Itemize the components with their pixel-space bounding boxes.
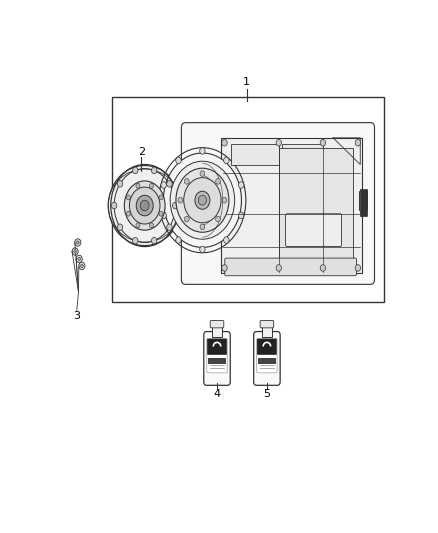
Circle shape bbox=[184, 216, 189, 222]
FancyBboxPatch shape bbox=[260, 320, 274, 328]
Circle shape bbox=[140, 200, 149, 211]
Circle shape bbox=[133, 237, 138, 244]
Circle shape bbox=[74, 250, 77, 253]
Circle shape bbox=[167, 224, 172, 231]
Circle shape bbox=[152, 237, 157, 244]
Circle shape bbox=[355, 140, 360, 146]
Circle shape bbox=[167, 181, 172, 187]
Circle shape bbox=[149, 223, 153, 228]
Circle shape bbox=[215, 179, 220, 184]
Circle shape bbox=[238, 182, 244, 188]
Ellipse shape bbox=[108, 166, 181, 246]
Circle shape bbox=[136, 195, 153, 216]
FancyBboxPatch shape bbox=[286, 214, 342, 247]
Circle shape bbox=[222, 265, 227, 271]
Circle shape bbox=[200, 148, 205, 154]
Bar bbox=[231, 144, 279, 165]
Text: 2: 2 bbox=[138, 147, 145, 157]
Circle shape bbox=[133, 167, 138, 174]
Bar bbox=[262, 325, 272, 337]
FancyBboxPatch shape bbox=[257, 338, 277, 373]
Circle shape bbox=[159, 211, 163, 216]
Circle shape bbox=[149, 183, 153, 188]
FancyBboxPatch shape bbox=[225, 258, 357, 276]
Circle shape bbox=[111, 202, 117, 209]
Bar bbox=[212, 325, 222, 337]
FancyBboxPatch shape bbox=[181, 123, 374, 284]
Text: 3: 3 bbox=[73, 311, 80, 321]
Circle shape bbox=[136, 223, 140, 228]
Circle shape bbox=[72, 248, 78, 255]
Circle shape bbox=[200, 171, 205, 176]
Circle shape bbox=[355, 265, 360, 271]
Circle shape bbox=[78, 257, 81, 261]
Circle shape bbox=[224, 237, 229, 244]
Circle shape bbox=[238, 212, 244, 219]
Circle shape bbox=[159, 195, 163, 200]
Circle shape bbox=[200, 246, 205, 253]
Circle shape bbox=[161, 212, 166, 219]
Bar bbox=[359, 191, 367, 209]
Circle shape bbox=[79, 262, 85, 270]
Circle shape bbox=[173, 202, 178, 209]
Bar bbox=[279, 148, 353, 267]
Circle shape bbox=[170, 161, 235, 239]
Circle shape bbox=[126, 195, 131, 200]
Circle shape bbox=[81, 264, 83, 268]
Circle shape bbox=[126, 211, 131, 216]
FancyBboxPatch shape bbox=[204, 332, 230, 385]
Circle shape bbox=[198, 195, 206, 205]
Circle shape bbox=[215, 216, 220, 222]
Circle shape bbox=[276, 140, 282, 146]
Circle shape bbox=[276, 265, 282, 271]
Bar bbox=[113, 97, 384, 302]
Circle shape bbox=[176, 168, 229, 232]
Circle shape bbox=[124, 181, 165, 230]
FancyBboxPatch shape bbox=[210, 320, 224, 328]
Circle shape bbox=[161, 182, 166, 188]
Circle shape bbox=[76, 255, 82, 263]
Text: 1: 1 bbox=[243, 77, 250, 87]
Circle shape bbox=[320, 265, 325, 271]
FancyBboxPatch shape bbox=[207, 339, 227, 355]
Bar bbox=[208, 358, 226, 364]
FancyBboxPatch shape bbox=[257, 339, 277, 355]
Bar bbox=[360, 189, 367, 216]
Bar bbox=[258, 358, 276, 364]
Text: 5: 5 bbox=[263, 389, 270, 399]
Circle shape bbox=[184, 179, 189, 184]
Bar bbox=[221, 138, 362, 273]
Circle shape bbox=[178, 197, 183, 203]
Circle shape bbox=[129, 187, 160, 224]
Circle shape bbox=[222, 140, 227, 146]
Circle shape bbox=[75, 239, 81, 246]
Circle shape bbox=[77, 241, 79, 244]
Circle shape bbox=[195, 191, 210, 209]
FancyBboxPatch shape bbox=[254, 332, 280, 385]
Circle shape bbox=[200, 224, 205, 230]
Circle shape bbox=[117, 181, 123, 187]
Circle shape bbox=[222, 197, 227, 203]
Bar bbox=[282, 144, 323, 165]
Circle shape bbox=[163, 153, 241, 247]
Circle shape bbox=[136, 183, 140, 188]
Circle shape bbox=[176, 237, 181, 244]
FancyBboxPatch shape bbox=[207, 338, 227, 373]
Circle shape bbox=[152, 167, 157, 174]
Circle shape bbox=[184, 177, 221, 223]
Circle shape bbox=[224, 157, 229, 164]
Text: 4: 4 bbox=[213, 389, 221, 399]
Circle shape bbox=[117, 224, 123, 231]
Circle shape bbox=[176, 157, 181, 164]
Circle shape bbox=[320, 140, 325, 146]
